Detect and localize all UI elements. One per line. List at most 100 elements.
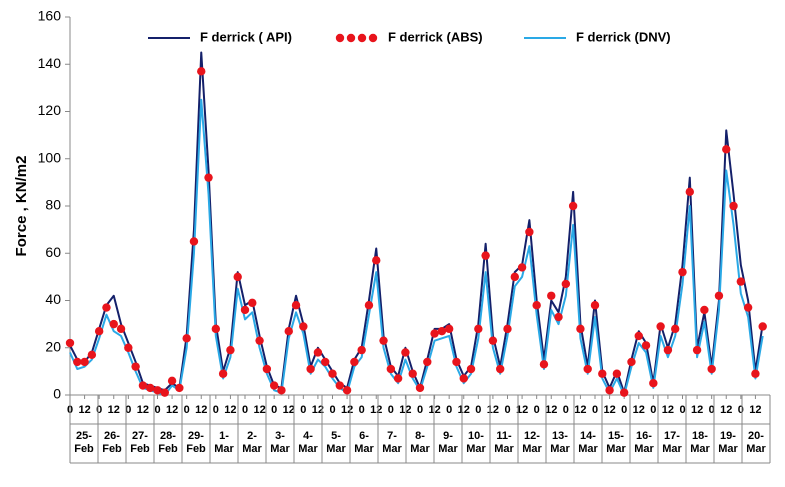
series-marker: [80, 357, 89, 367]
day-label: 11-Mar: [494, 430, 514, 455]
legend-swatch: [368, 33, 378, 43]
series-marker: [568, 201, 578, 211]
series-marker: [474, 324, 483, 334]
x-tick-label: 0: [679, 404, 685, 416]
x-tick-label: 0: [329, 404, 335, 416]
series-marker: [204, 173, 213, 182]
series-marker: [357, 345, 366, 355]
y-tick-label: 160: [38, 8, 62, 24]
series-marker: [269, 381, 279, 390]
series-line: [69, 51, 764, 394]
day-label: 27-Feb: [130, 430, 150, 455]
day-label: 29-Feb: [186, 430, 206, 455]
x-tick-label: 12: [662, 404, 674, 416]
series-marker: [262, 364, 272, 374]
x-tick-label: 0: [592, 404, 598, 416]
x-tick-label: 12: [633, 404, 645, 416]
series-marker: [175, 383, 184, 393]
series-marker: [634, 331, 643, 341]
series-marker: [714, 291, 724, 300]
series-marker: [291, 301, 301, 310]
day-label: 8-Mar: [410, 430, 430, 455]
series-marker: [605, 386, 614, 395]
legend-label: F derrick (ABS): [388, 29, 483, 44]
series-marker: [488, 336, 498, 345]
day-label: 3-Mar: [270, 430, 290, 455]
legend-swatch: [346, 33, 356, 43]
series-marker: [503, 324, 512, 334]
y-tick-label: 0: [53, 386, 61, 402]
series-marker: [306, 364, 315, 374]
series-marker: [218, 369, 228, 378]
x-tick-label: 12: [78, 404, 90, 416]
y-tick-label: 20: [45, 338, 61, 354]
series-marker: [401, 348, 410, 357]
day-label: 1-Mar: [214, 430, 234, 455]
series-marker: [671, 324, 680, 334]
series-marker: [736, 277, 746, 286]
x-tick-label: 0: [417, 404, 423, 416]
x-tick-label: 0: [359, 404, 365, 416]
day-label: 28-Feb: [158, 430, 178, 455]
series-marker: [525, 227, 534, 237]
x-tick-label: 12: [574, 404, 586, 416]
x-tick-label: 0: [213, 404, 219, 416]
day-label: 16-Mar: [634, 430, 654, 455]
day-label: 19-Mar: [718, 430, 738, 455]
x-tick-label: 0: [300, 404, 306, 416]
x-tick-label: 12: [341, 404, 353, 416]
series-marker: [299, 322, 308, 331]
series-marker: [153, 386, 162, 395]
y-tick-label: 100: [38, 149, 62, 165]
x-tick-label: 12: [603, 404, 615, 416]
series-marker: [240, 305, 250, 315]
day-label: 10-Mar: [466, 430, 486, 455]
day-label: 7-Mar: [382, 430, 402, 455]
series-marker: [743, 303, 753, 312]
series-marker: [430, 329, 439, 338]
series-marker: [437, 327, 447, 336]
series-marker: [663, 345, 673, 355]
y-tick-label: 80: [45, 197, 61, 213]
series-marker: [583, 364, 592, 374]
x-tick-label: 0: [96, 404, 102, 416]
series-marker: [590, 301, 600, 310]
series-marker: [641, 341, 651, 350]
day-label: 9-Mar: [438, 430, 458, 455]
day-label: 25-Feb: [74, 430, 94, 455]
x-tick-label: 12: [458, 404, 470, 416]
series-marker: [364, 301, 374, 310]
series-marker: [197, 67, 206, 76]
series-marker: [510, 272, 519, 282]
x-tick-label: 0: [650, 404, 656, 416]
series-marker: [423, 357, 432, 367]
series-marker: [131, 362, 140, 371]
series-marker: [517, 263, 527, 272]
x-tick-label: 12: [370, 404, 382, 416]
day-label: 18-Mar: [690, 430, 710, 455]
series-marker: [481, 251, 490, 260]
series-marker: [182, 334, 191, 343]
series-marker: [321, 357, 330, 367]
series-marker: [342, 386, 352, 395]
x-tick-label: 0: [125, 404, 131, 416]
series-marker: [138, 381, 148, 390]
series-marker: [277, 386, 286, 395]
x-tick-label: 12: [545, 404, 557, 416]
series-marker: [452, 357, 461, 367]
x-tick-label: 0: [738, 404, 744, 416]
x-tick-label: 0: [271, 404, 277, 416]
day-label: 13-Mar: [550, 430, 570, 455]
x-tick-label: 12: [166, 404, 178, 416]
x-tick-label: 12: [137, 404, 149, 416]
x-tick-label: 0: [504, 404, 510, 416]
series-marker: [496, 364, 505, 374]
series-marker: [576, 324, 585, 334]
x-tick-label: 12: [283, 404, 295, 416]
series-marker: [547, 291, 556, 300]
x-tick-label: 12: [224, 404, 236, 416]
series-marker: [612, 369, 622, 378]
series-marker: [393, 374, 403, 383]
series-marker: [73, 357, 82, 367]
